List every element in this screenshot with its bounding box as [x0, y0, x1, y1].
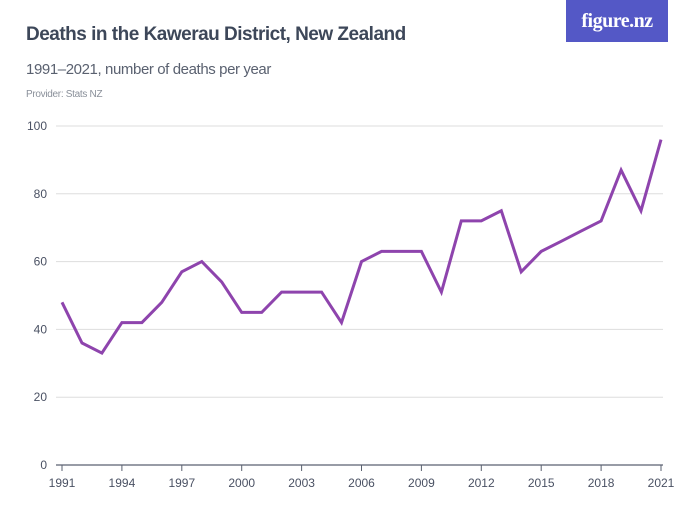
- y-tick-label: 20: [34, 390, 48, 404]
- provider-label: Provider: Stats NZ: [26, 89, 103, 100]
- x-tick-label: 2003: [288, 476, 315, 490]
- y-tick-label: 0: [40, 458, 47, 472]
- x-tick-label: 1997: [168, 476, 195, 490]
- x-tick-label: 2021: [648, 476, 675, 490]
- y-tick-label: 40: [34, 322, 48, 336]
- y-tick-label: 100: [27, 119, 47, 133]
- x-tick-label: 1991: [49, 476, 76, 490]
- x-tick-label: 2012: [468, 476, 495, 490]
- x-tick-label: 2015: [528, 476, 555, 490]
- logo-text: figure.nz: [581, 9, 653, 32]
- y-tick-label: 80: [34, 187, 48, 201]
- x-tick-label: 2009: [408, 476, 435, 490]
- figure-nz-logo[interactable]: figure.nz: [566, 0, 668, 42]
- y-tick-label: 60: [34, 255, 48, 269]
- x-tick-label: 2018: [588, 476, 615, 490]
- x-tick-label: 1994: [109, 476, 136, 490]
- chart-subtitle: 1991–2021, number of deaths per year: [26, 61, 271, 78]
- data-series-line: [60, 139, 663, 356]
- x-tick-label: 2000: [228, 476, 255, 490]
- x-tick-label: 2006: [348, 476, 375, 490]
- chart-title: Deaths in the Kawerau District, New Zeal…: [26, 24, 406, 45]
